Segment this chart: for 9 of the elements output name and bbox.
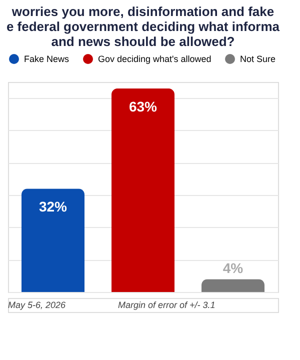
chart-title: worries you more, disinformation and fake e federal government deciding what informa and news should be allowed? [6,4,280,49]
data-label: 32% [38,198,68,215]
text: Margin of error of +/- 3.1 [118,300,216,310]
data-label: 4% [222,260,244,276]
text: May 5-6, 2026 [8,300,66,310]
legend-label: Not Sure [240,54,276,64]
legend-label: Gov deciding what's allowed [98,54,212,64]
data-label: 63% [128,98,158,114]
legend-label: Fake News [24,54,70,64]
